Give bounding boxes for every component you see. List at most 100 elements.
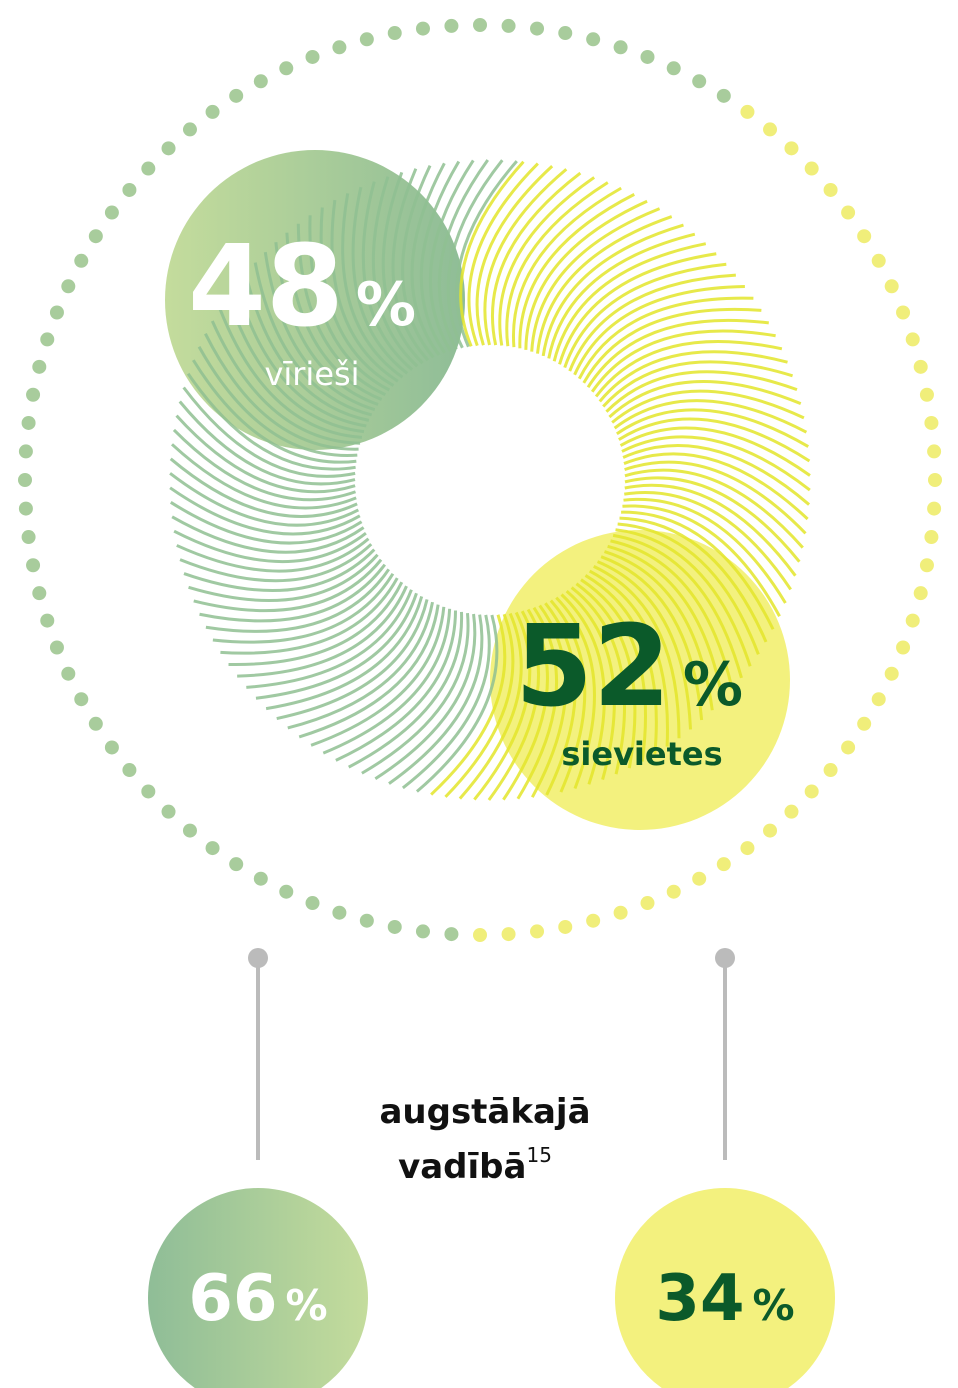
dot — [804, 784, 819, 799]
dot — [141, 161, 156, 176]
fan-line — [600, 555, 704, 721]
fan-line — [605, 370, 798, 413]
fan-line — [604, 550, 714, 711]
fan-line — [623, 497, 787, 604]
fan-line — [491, 171, 582, 346]
fan-line — [188, 553, 379, 602]
fan-line — [473, 611, 532, 801]
fan-line — [226, 295, 365, 434]
fan-line — [253, 262, 373, 417]
dot — [905, 332, 920, 347]
dot — [21, 415, 36, 430]
fan-line — [624, 483, 797, 577]
lead-men-circle — [148, 1188, 368, 1388]
dot — [88, 716, 103, 731]
dot — [927, 444, 942, 459]
fan-line — [607, 544, 724, 701]
fan-line — [558, 252, 717, 365]
fan-line — [577, 296, 754, 380]
dot — [18, 444, 33, 459]
fan-line — [192, 359, 357, 464]
fan-line — [244, 273, 370, 422]
fan-line — [624, 476, 801, 563]
dot — [18, 473, 32, 487]
women-label: sievietes — [561, 735, 722, 773]
fan-line — [590, 329, 776, 393]
fan-line — [348, 611, 463, 769]
dot — [88, 229, 103, 244]
dot — [40, 332, 55, 347]
fan-line — [176, 537, 370, 573]
dot — [716, 88, 731, 103]
dot — [613, 905, 628, 920]
dot — [558, 919, 573, 934]
lead-men-value: 66% — [188, 1262, 327, 1336]
dot — [61, 666, 76, 681]
dotted-ring — [18, 18, 942, 942]
fan-line — [582, 307, 762, 384]
dot — [279, 884, 294, 899]
fan-line — [274, 242, 379, 406]
fan-line — [624, 468, 804, 549]
dot — [40, 613, 55, 628]
fan-line — [565, 589, 616, 780]
fan-line — [621, 435, 811, 492]
fan-line — [298, 604, 440, 739]
fan-line — [608, 380, 802, 419]
unit: % — [285, 1281, 327, 1330]
men-value: 48% — [188, 222, 416, 352]
unit: % — [683, 650, 743, 720]
dot — [49, 640, 64, 655]
fan-line — [511, 186, 622, 348]
fan-line — [617, 522, 760, 655]
fan-line — [455, 160, 518, 348]
fan-line — [169, 472, 360, 527]
dot — [586, 32, 601, 47]
fan-line — [602, 360, 794, 408]
dot — [871, 253, 886, 268]
fan-line — [615, 528, 752, 667]
dot — [871, 692, 886, 707]
lead-women-value: 34% — [655, 1262, 794, 1336]
dot — [841, 740, 856, 755]
dot — [253, 74, 268, 89]
fan-line — [598, 350, 788, 403]
fan-line — [555, 596, 596, 790]
dot — [415, 924, 430, 939]
fan-line — [310, 606, 446, 747]
fan-line — [179, 543, 373, 583]
dot — [640, 49, 655, 64]
dot — [26, 558, 41, 573]
dot — [896, 640, 911, 655]
fan-line — [169, 501, 363, 545]
fan-line — [381, 171, 424, 365]
dot — [141, 784, 156, 799]
fan-line — [361, 612, 470, 775]
fan-line — [430, 614, 507, 796]
fan-line — [536, 215, 673, 354]
dot — [857, 716, 872, 731]
fan-line — [618, 417, 811, 463]
dot — [692, 74, 707, 89]
fan-line — [172, 428, 357, 502]
dot — [763, 122, 778, 137]
fan-line — [613, 399, 808, 434]
fan-line — [584, 574, 658, 755]
fan-line — [580, 578, 647, 762]
fan-line — [205, 568, 390, 633]
fan-line — [612, 533, 743, 679]
fan-line — [169, 457, 358, 518]
fan-line — [475, 164, 554, 346]
fan-line — [586, 318, 769, 389]
dot — [613, 40, 628, 55]
dot — [905, 613, 920, 628]
dot — [884, 279, 899, 294]
fan-line — [570, 586, 627, 775]
dot — [919, 387, 934, 402]
fan-line — [560, 593, 606, 785]
women-value: 52% — [515, 602, 743, 732]
dot — [586, 913, 601, 928]
fan-line — [296, 223, 387, 397]
fan-line — [593, 565, 681, 739]
fan-line — [322, 608, 452, 755]
